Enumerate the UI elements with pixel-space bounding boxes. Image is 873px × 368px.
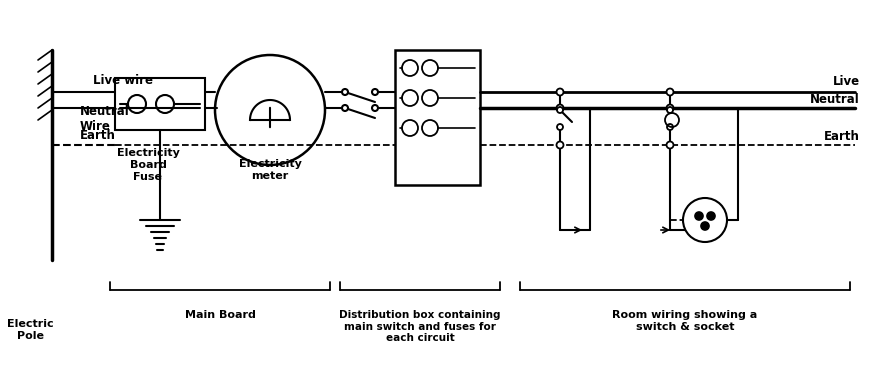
- Circle shape: [666, 88, 673, 96]
- Text: Earth: Earth: [824, 130, 860, 143]
- Circle shape: [667, 124, 673, 130]
- Circle shape: [342, 89, 348, 95]
- Circle shape: [557, 107, 563, 113]
- Text: Neutral
Wire: Neutral Wire: [80, 105, 130, 133]
- Circle shape: [342, 105, 348, 111]
- Circle shape: [372, 89, 378, 95]
- Circle shape: [701, 222, 709, 230]
- Text: Neutral: Neutral: [810, 93, 860, 106]
- Circle shape: [556, 105, 563, 112]
- Text: Live: Live: [833, 75, 860, 88]
- Text: Electricity
meter: Electricity meter: [238, 159, 301, 181]
- Bar: [115, 78, 205, 130]
- Text: Electric
Pole: Electric Pole: [7, 319, 53, 341]
- Text: Electricity
Board
Fuse: Electricity Board Fuse: [117, 148, 180, 181]
- Text: Live wire: Live wire: [93, 74, 153, 87]
- Text: Room wiring showing a
switch & socket: Room wiring showing a switch & socket: [612, 310, 758, 332]
- Circle shape: [667, 107, 673, 113]
- Bar: [395, 50, 480, 185]
- Circle shape: [695, 212, 703, 220]
- Circle shape: [372, 105, 378, 111]
- Circle shape: [556, 142, 563, 149]
- Text: Main Board: Main Board: [184, 310, 256, 320]
- Circle shape: [666, 105, 673, 112]
- Circle shape: [557, 124, 563, 130]
- Text: Distribution box containing
main switch and fuses for
each circuit: Distribution box containing main switch …: [340, 310, 501, 343]
- Circle shape: [556, 88, 563, 96]
- Circle shape: [666, 142, 673, 149]
- Circle shape: [707, 212, 715, 220]
- Text: Earth: Earth: [80, 129, 116, 142]
- Circle shape: [683, 198, 727, 242]
